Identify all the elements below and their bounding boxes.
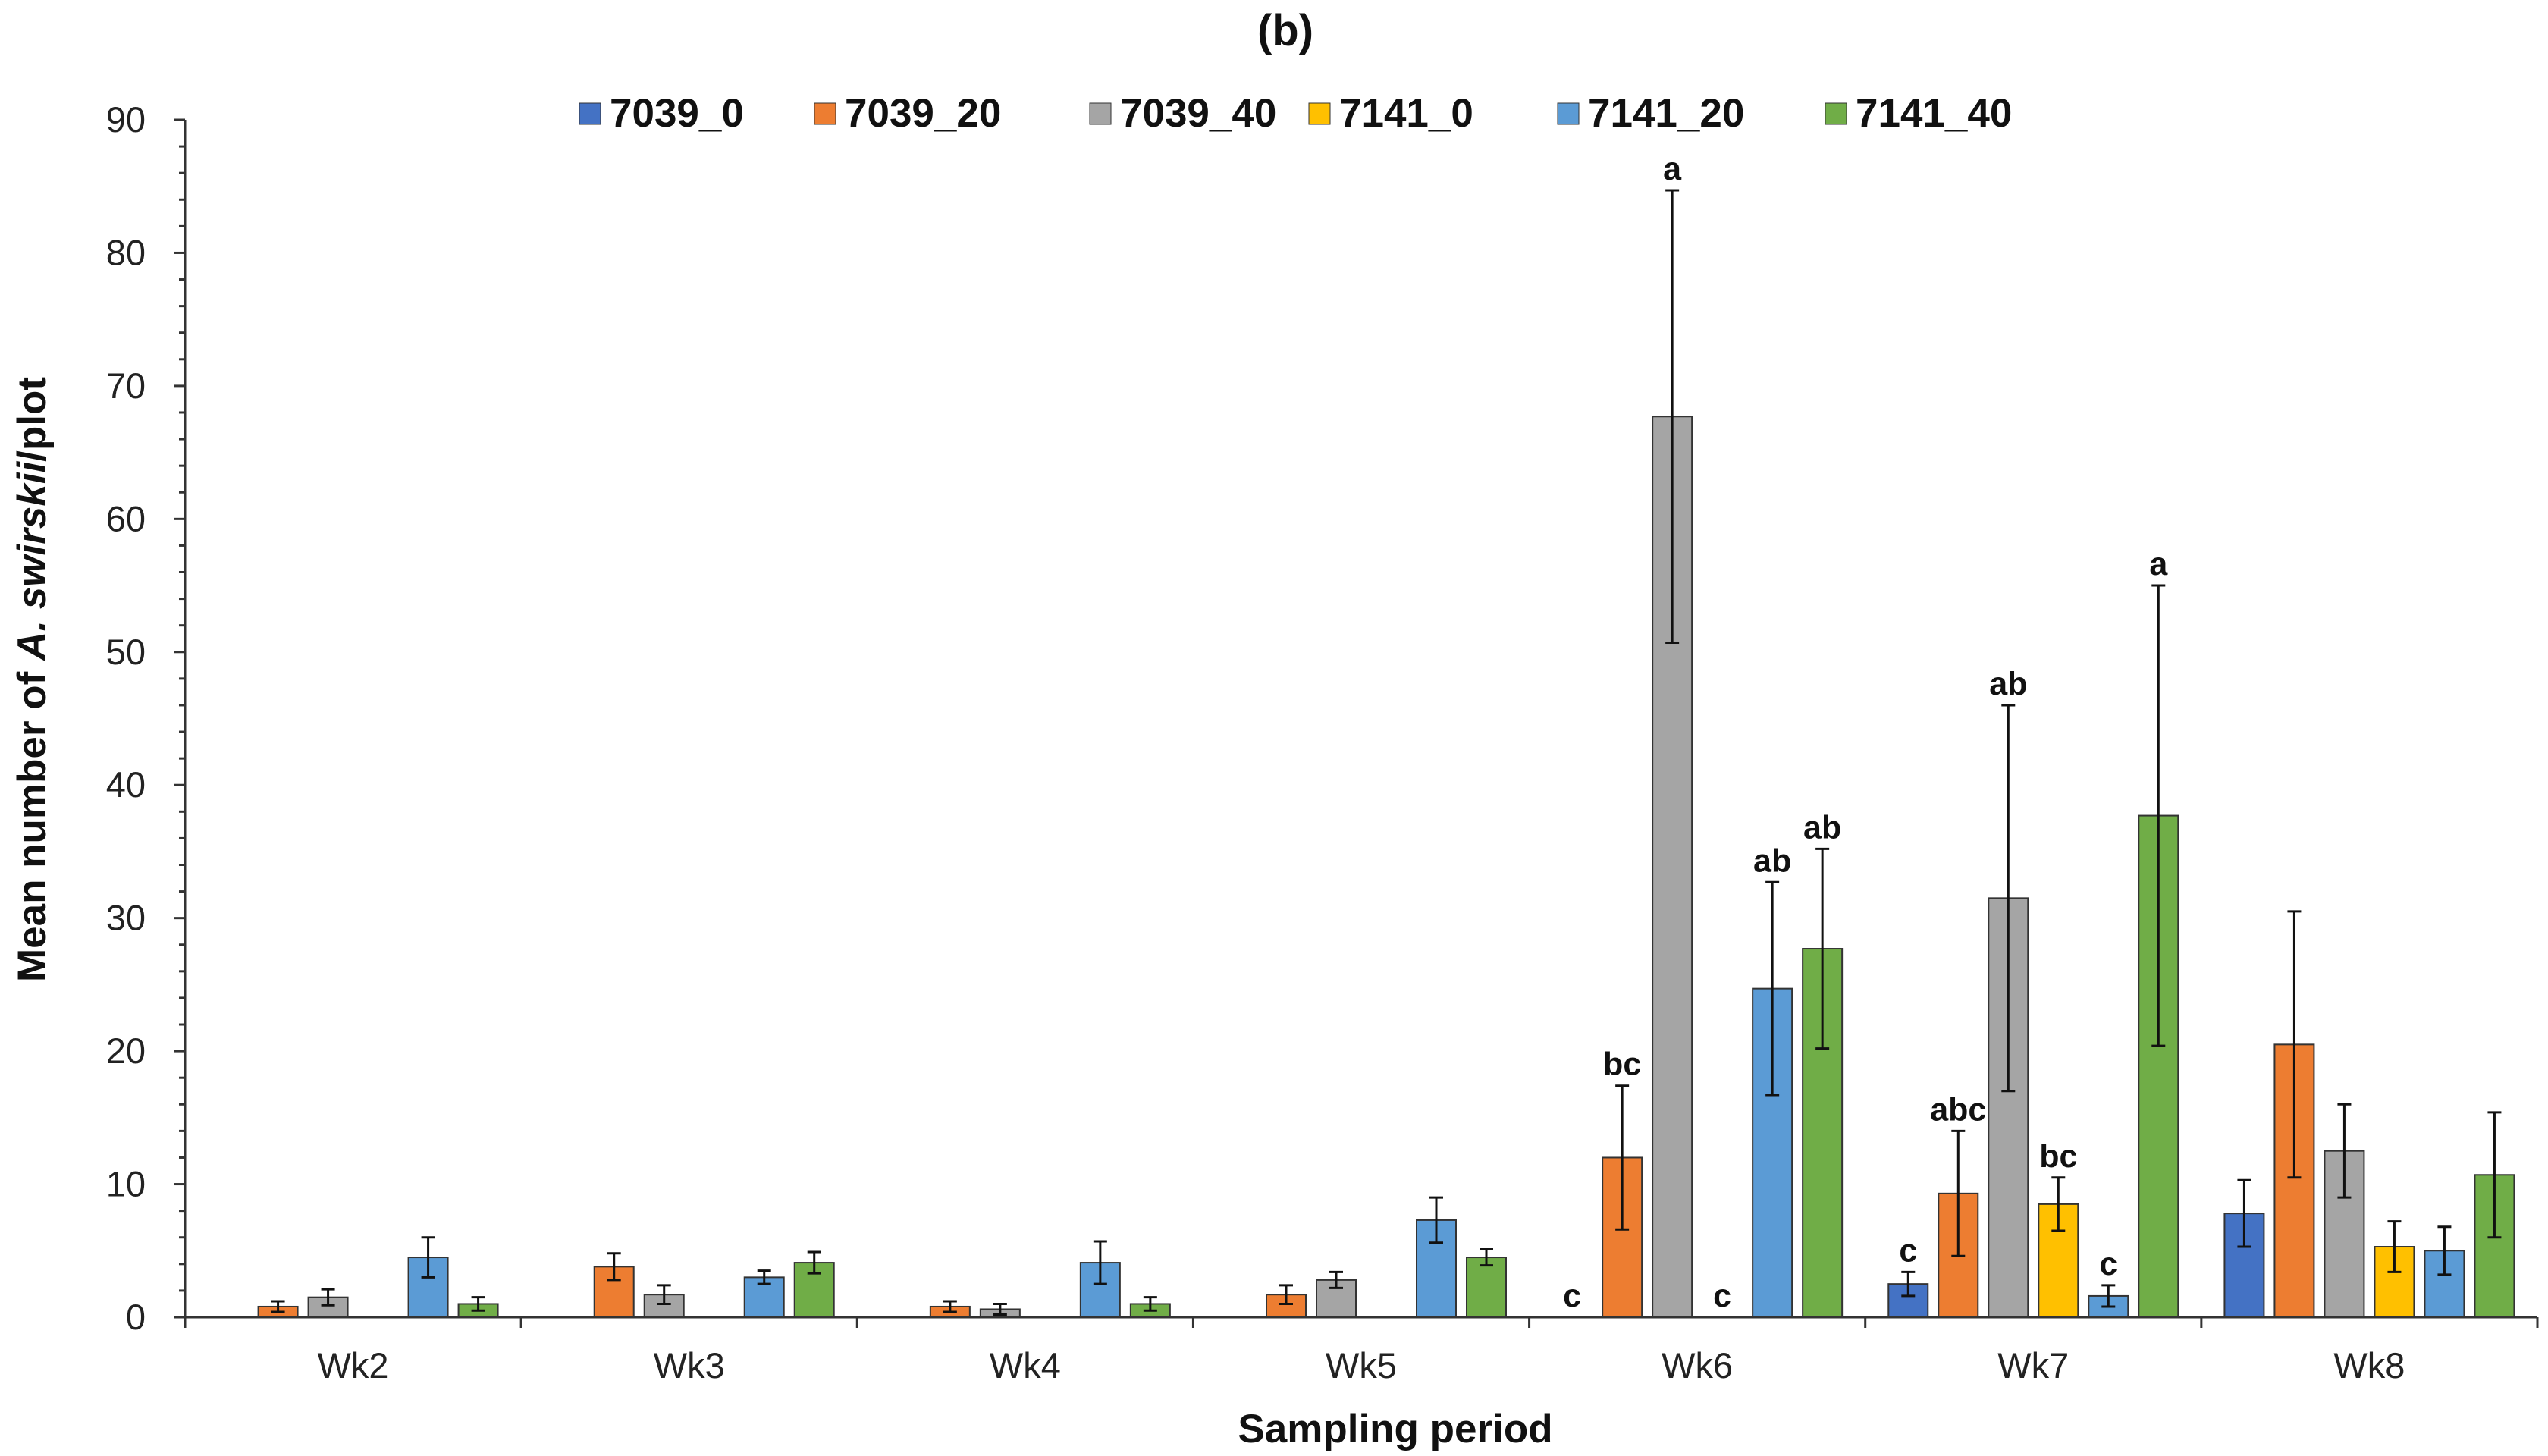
significance-label: bc bbox=[1603, 1046, 1641, 1083]
legend-swatch-7141_20 bbox=[1557, 102, 1580, 125]
x-category-label: Wk5 bbox=[1326, 1345, 1397, 1385]
significance-label: abc bbox=[1930, 1091, 1986, 1128]
significance-label: c bbox=[2099, 1246, 2117, 1282]
bar-7039_20-Wk8 bbox=[2273, 1043, 2315, 1318]
significance-label: ab bbox=[1989, 666, 2027, 702]
y-tick-label: 40 bbox=[106, 764, 146, 805]
significance-label: ab bbox=[1803, 809, 1841, 846]
legend-label-7039_0: 7039_0 bbox=[610, 91, 744, 136]
y-tick-label: 80 bbox=[106, 232, 146, 272]
bars-layer bbox=[257, 416, 2515, 1319]
y-tick-label: 50 bbox=[106, 632, 146, 672]
y-tick-label: 30 bbox=[106, 898, 146, 938]
y-tick-label: 0 bbox=[126, 1297, 146, 1337]
legend-label-7039_20: 7039_20 bbox=[845, 91, 1001, 136]
x-category-label: Wk3 bbox=[654, 1345, 725, 1385]
x-category-label: Wk8 bbox=[2333, 1345, 2405, 1385]
x-category-label: Wk2 bbox=[318, 1345, 389, 1385]
y-axis: 0 10 20 30 40 50 60 70 80 90 bbox=[106, 99, 187, 1337]
legend-swatch-7141_40 bbox=[1825, 102, 1847, 125]
x-axis-title: Sampling period bbox=[1238, 1407, 1552, 1451]
y-tick-label: 10 bbox=[106, 1164, 146, 1204]
legend-label-7141_0: 7141_0 bbox=[1339, 91, 1473, 136]
y-axis-title-species: A. swirskii bbox=[10, 461, 55, 662]
y-tick-label: 20 bbox=[106, 1031, 146, 1071]
legend-swatch-7141_0 bbox=[1308, 102, 1331, 125]
x-category-label: Wk4 bbox=[990, 1345, 1061, 1385]
significance-label: c bbox=[1713, 1278, 1731, 1314]
chart-title: (b) bbox=[1257, 6, 1313, 55]
legend-label-7141_20: 7141_20 bbox=[1588, 91, 1744, 136]
y-axis-title: Mean number of A. swirskii/plot bbox=[10, 377, 55, 982]
x-axis: Wk2 Wk3 Wk4 Wk5 Wk6 Wk7 Wk8 bbox=[184, 1316, 2539, 1385]
y-tick-label: 90 bbox=[106, 99, 146, 140]
significance-label: c bbox=[1563, 1278, 1581, 1314]
significance-label: ab bbox=[1753, 843, 1791, 879]
legend-label-7039_40: 7039_40 bbox=[1120, 91, 1276, 136]
legend-swatch-7039_40 bbox=[1089, 102, 1112, 125]
error-bars-layer bbox=[271, 189, 2502, 1316]
y-tick-label: 60 bbox=[106, 498, 146, 538]
y-axis-title-suffix: /plot bbox=[10, 377, 55, 462]
legend-label-7141_40: 7141_40 bbox=[1856, 91, 2012, 136]
legend-swatch-7039_0 bbox=[579, 102, 601, 125]
significance-label: bc bbox=[2039, 1138, 2077, 1175]
x-category-label: Wk7 bbox=[1997, 1345, 2069, 1385]
significance-label: a bbox=[2149, 546, 2168, 582]
legend-swatch-7039_20 bbox=[814, 102, 836, 125]
bar-7141_40-Wk5 bbox=[1466, 1257, 1507, 1319]
y-tick-label: 70 bbox=[106, 366, 146, 406]
bar-7141_20-Wk4 bbox=[1079, 1262, 1121, 1318]
significance-label: a bbox=[1663, 151, 1682, 187]
x-category-label: Wk6 bbox=[1662, 1345, 1733, 1385]
y-axis-title-prefix: Mean number of bbox=[10, 661, 55, 982]
significance-label: c bbox=[1899, 1232, 1917, 1269]
legend: 7039_0 7039_20 7039_40 7141_0 7141_20 7141_40 bbox=[579, 91, 2012, 136]
